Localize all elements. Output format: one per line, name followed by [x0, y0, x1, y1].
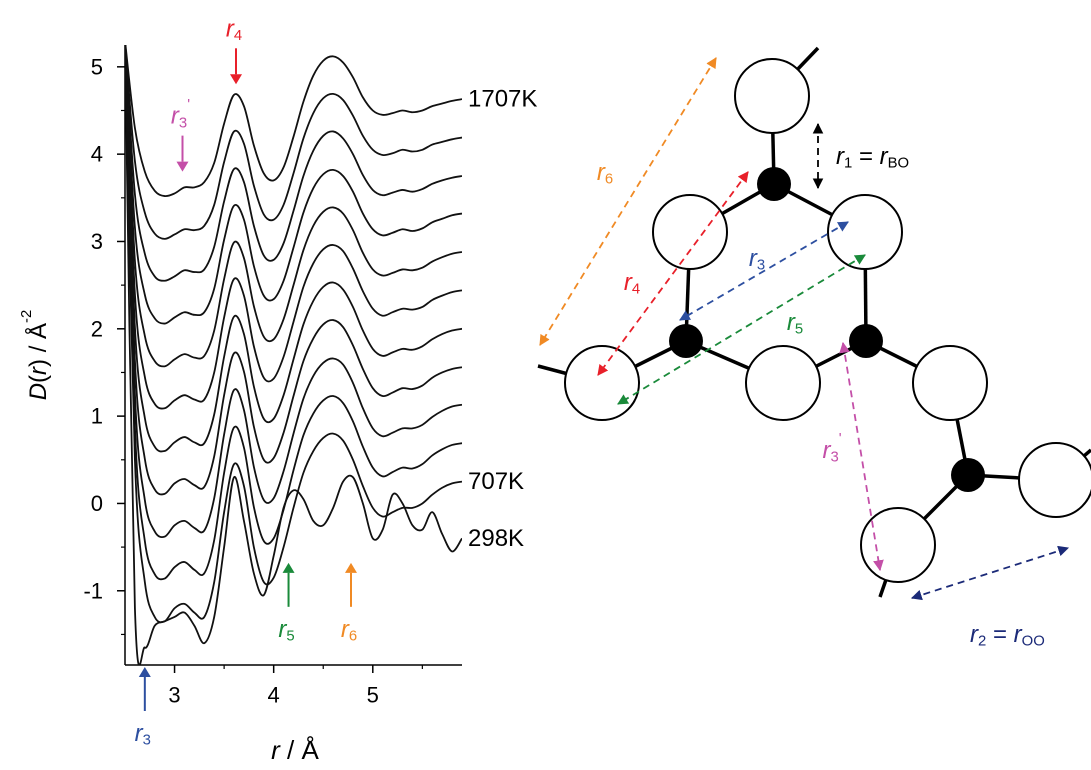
curve — [125, 45, 462, 624]
label-part: 5 — [286, 629, 294, 645]
curve — [125, 45, 462, 496]
label-part: 3 — [143, 733, 151, 749]
y-axis-label: D(r) / Å-2 — [19, 310, 51, 401]
label-part: 4 — [632, 282, 640, 298]
annotation-label: r5 — [278, 615, 294, 644]
curve — [125, 45, 462, 325]
label-part: 3 — [179, 115, 187, 131]
label-part: BO — [888, 156, 910, 172]
label-part: 4 — [234, 28, 242, 44]
curve — [125, 45, 462, 581]
annotation-label: r6 — [341, 615, 357, 644]
structure-diagram — [537, 46, 1091, 601]
annotation-arrowhead — [230, 74, 243, 85]
label-part: r — [278, 615, 287, 642]
label-part: r — [597, 159, 606, 186]
annotation-arrowhead — [344, 562, 357, 573]
label-part: ' — [187, 97, 190, 113]
x-tick-label: 4 — [268, 683, 280, 708]
curve — [125, 45, 462, 453]
y-tick-label: 5 — [91, 54, 103, 79]
label-part: D — [25, 383, 52, 400]
label-part: r — [341, 615, 350, 642]
series-label: 298K — [468, 525, 524, 552]
label-part: / Å — [280, 735, 320, 765]
label-part: ( — [25, 375, 52, 383]
label-part: 3 — [830, 450, 838, 466]
label-part: 3 — [757, 258, 765, 274]
label-part: r — [880, 143, 889, 170]
distance-label: r3 — [749, 245, 765, 274]
label-part: r — [171, 102, 180, 129]
label-part: 2 — [978, 634, 986, 650]
label-part: r — [135, 720, 144, 747]
curve — [125, 45, 462, 198]
bonds — [537, 46, 1091, 598]
label-part: = — [986, 621, 1013, 648]
y-tick-label: 2 — [91, 316, 103, 341]
distance-label: r6 — [597, 159, 613, 188]
curve — [125, 45, 462, 240]
label-part: 6 — [349, 629, 357, 645]
y-tick-label: -1 — [83, 578, 103, 603]
y-tick-label: 4 — [91, 142, 103, 167]
distance-label: r4 — [624, 269, 640, 298]
label-part: r — [836, 143, 845, 170]
annotation-arrowhead — [138, 667, 151, 677]
label-part: 5 — [795, 322, 803, 338]
label-part: OO — [1022, 634, 1045, 650]
label-part: ) / Å — [24, 323, 52, 367]
label-part: r — [787, 309, 796, 336]
y-tick-label: 3 — [91, 229, 103, 254]
series-label: 1707K — [468, 86, 537, 113]
label-part: ' — [839, 431, 842, 447]
label-part: r — [226, 15, 235, 42]
annotation-arrowhead — [176, 161, 189, 172]
distance-label: r5 — [787, 309, 803, 338]
annotation-label: r3 — [135, 720, 151, 749]
curve — [125, 45, 462, 539]
oxygen-atoms — [564, 58, 1091, 583]
label-part: r — [970, 621, 979, 648]
y-tick-label: 0 — [91, 491, 103, 516]
label-part: 1 — [844, 156, 852, 172]
annotation-label: r3' — [171, 97, 190, 131]
label-part: r — [271, 735, 281, 765]
distance-label: r2 = rOO — [970, 621, 1045, 650]
label-part: r — [749, 245, 758, 272]
x-tick-label: 5 — [367, 683, 379, 708]
x-axis-label: r / Å — [271, 735, 319, 765]
annotation-label: r4 — [226, 15, 242, 44]
label-part: -2 — [19, 310, 35, 323]
label-part: r — [25, 366, 52, 375]
distance-label: r3' — [822, 431, 841, 465]
curve — [125, 45, 462, 282]
curve — [125, 45, 462, 368]
distance-arrows — [539, 57, 1070, 601]
label-part: r — [624, 269, 633, 296]
annotation-arrowhead — [282, 562, 295, 573]
label-part: r — [1014, 621, 1023, 648]
label-part: r — [822, 437, 831, 464]
curve — [125, 45, 462, 410]
label-part: 6 — [605, 172, 613, 188]
y-tick-label: 1 — [91, 404, 103, 429]
x-tick-label: 3 — [168, 683, 180, 708]
label-part: = — [852, 143, 879, 170]
series-label: 707K — [468, 468, 524, 495]
curves — [125, 45, 462, 665]
distance-label: r1 = rBO — [836, 143, 909, 172]
